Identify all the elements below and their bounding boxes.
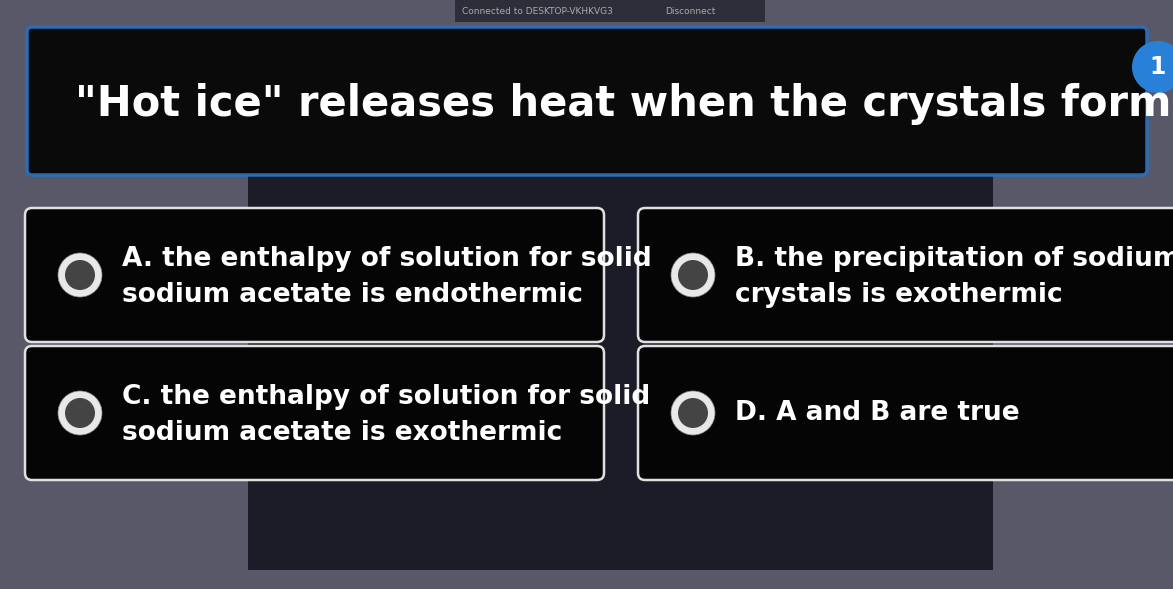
Text: C. the enthalpy of solution for solid: C. the enthalpy of solution for solid <box>122 384 650 410</box>
FancyBboxPatch shape <box>455 0 765 22</box>
Text: 1: 1 <box>1150 55 1166 79</box>
Text: Disconnect: Disconnect <box>665 6 716 15</box>
Circle shape <box>65 260 95 290</box>
Text: sodium acetate is exothermic: sodium acetate is exothermic <box>122 420 562 446</box>
Text: "Hot ice" releases heat when the crystals form because: "Hot ice" releases heat when the crystal… <box>75 83 1173 125</box>
FancyBboxPatch shape <box>638 346 1173 480</box>
Circle shape <box>671 253 716 297</box>
Text: sodium acetate is endothermic: sodium acetate is endothermic <box>122 282 583 308</box>
Circle shape <box>57 253 102 297</box>
FancyBboxPatch shape <box>27 27 1147 175</box>
Text: crystals is exothermic: crystals is exothermic <box>735 282 1063 308</box>
Text: A. the enthalpy of solution for solid: A. the enthalpy of solution for solid <box>122 246 652 272</box>
FancyBboxPatch shape <box>638 208 1173 342</box>
Text: D. A and B are true: D. A and B are true <box>735 400 1019 426</box>
Circle shape <box>1132 41 1173 93</box>
Circle shape <box>65 398 95 428</box>
Text: Connected to DESKTOP-VKHKVG3: Connected to DESKTOP-VKHKVG3 <box>461 6 612 15</box>
FancyBboxPatch shape <box>248 175 994 570</box>
Circle shape <box>671 391 716 435</box>
Circle shape <box>678 260 708 290</box>
Text: B. the precipitation of sodium ac…: B. the precipitation of sodium ac… <box>735 246 1173 272</box>
Circle shape <box>57 391 102 435</box>
FancyBboxPatch shape <box>25 346 604 480</box>
Circle shape <box>678 398 708 428</box>
FancyBboxPatch shape <box>25 208 604 342</box>
